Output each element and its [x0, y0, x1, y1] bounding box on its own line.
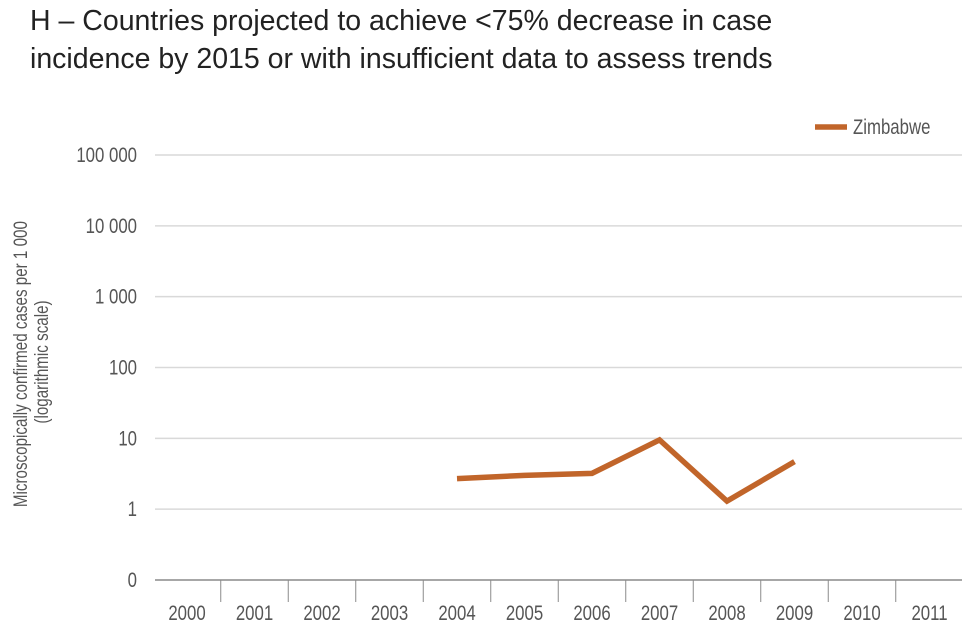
x-tick-label: 2007 — [641, 602, 678, 625]
x-tick-label: 2008 — [708, 602, 745, 625]
gridlines — [155, 154, 962, 510]
x-tick-label: 2001 — [236, 602, 273, 625]
chart-title-line-1: H – Countries projected to achieve <75% … — [30, 5, 773, 37]
y-tick-label: 100 — [109, 357, 137, 380]
series-line-zimbabwe — [456, 436, 796, 505]
x-tick-label: 2000 — [168, 602, 205, 625]
x-tick-label: 2009 — [776, 602, 813, 625]
legend-label: Zimbabwe — [853, 116, 930, 139]
y-tick-label: 1 — [128, 498, 137, 521]
x-tick-label: 2005 — [506, 602, 543, 625]
x-tick-label: 2004 — [438, 602, 476, 625]
y-axis-label: Microscopically confirmed cases per 1 00… — [9, 217, 52, 507]
x-axis — [155, 579, 962, 602]
x-axis-tick-labels: 2000 2001 2002 2003 2004 2005 2006 2007 2008 2009… — [168, 602, 947, 625]
y-tick-label: 100 000 — [76, 144, 137, 167]
x-tick-label: 2006 — [573, 602, 610, 625]
x-tick-label: 2003 — [371, 602, 408, 625]
series-lines — [456, 436, 796, 505]
y-axis-label-line-1: Microscopically confirmed cases per 1 00… — [9, 221, 31, 507]
y-axis-tick-labels: 0 1 10 100 1 000 10 000 100 000 — [76, 144, 137, 592]
chart-title: H – Countries projected to achieve <75% … — [30, 2, 950, 78]
legend: Zimbabwe — [815, 116, 930, 140]
y-tick-label: 10 000 — [86, 215, 137, 238]
y-tick-label: 1 000 — [95, 286, 137, 309]
x-tick-label: 2002 — [303, 602, 340, 625]
y-tick-label: 0 — [128, 569, 137, 592]
y-axis-label-line-2: (logarithmic scale) — [30, 300, 52, 423]
y-tick-label: 10 — [118, 428, 137, 451]
x-tick-label: 2010 — [843, 602, 880, 625]
chart-title-line-2: incidence by 2015 or with insufficient d… — [30, 43, 773, 75]
x-tick-label: 2011 — [911, 602, 947, 625]
